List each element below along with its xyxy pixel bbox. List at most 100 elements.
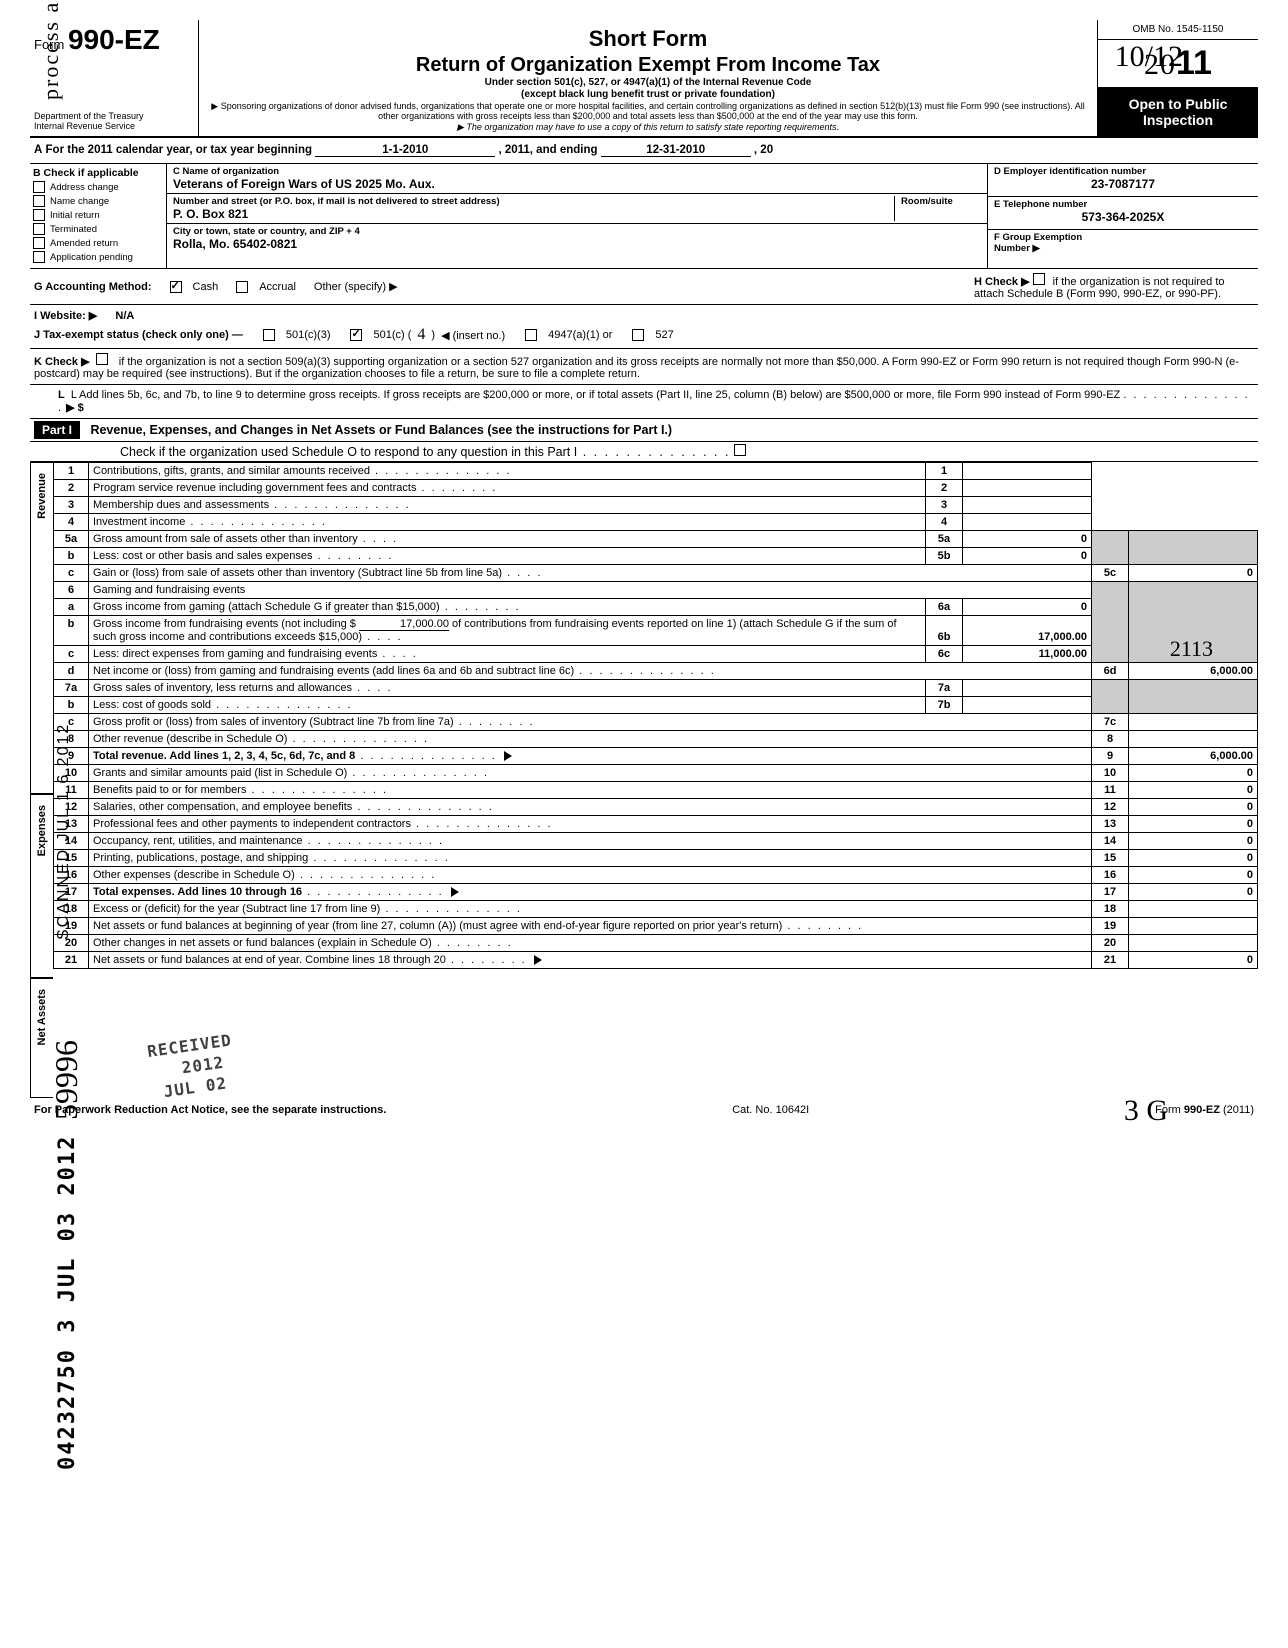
- line-11: 11Benefits paid to or for members110: [54, 782, 1258, 799]
- val-16[interactable]: 0: [1129, 867, 1258, 884]
- chk-k[interactable]: [96, 353, 108, 365]
- schedule-body: 1Contributions, gifts, grants, and simil…: [53, 462, 1258, 1098]
- line-8: 8Other revenue (describe in Schedule O)8: [54, 731, 1258, 748]
- line-6b: bGross income from fundraising events (n…: [54, 616, 1258, 646]
- phone-value[interactable]: 573-364-2025X: [994, 210, 1252, 224]
- val-6c[interactable]: 11,000.00: [963, 646, 1092, 663]
- line-20-desc: Other changes in net assets or fund bala…: [93, 937, 432, 949]
- row-a-begin[interactable]: 1-1-2010: [315, 144, 495, 157]
- footer-formno: Form 990-EZ (2011): [1155, 1104, 1254, 1116]
- i-label: I Website: ▶: [34, 309, 97, 322]
- dept-label: Department of the Treasury Internal Reve…: [34, 112, 194, 132]
- line-5b-desc: Less: cost or other basis and sales expe…: [93, 550, 313, 562]
- line-12: 12Salaries, other compensation, and empl…: [54, 799, 1258, 816]
- org-address[interactable]: P. O. Box 821: [173, 207, 888, 221]
- part1-check-row: Check if the organization used Schedule …: [30, 442, 1258, 462]
- chk-address-change[interactable]: Address change: [33, 181, 163, 193]
- 4947-label: 4947(a)(1) or: [548, 329, 612, 341]
- arrow-icon: [534, 955, 542, 965]
- chk-501c3[interactable]: [263, 329, 275, 341]
- line-6b-amt[interactable]: 17,000.00: [359, 618, 449, 631]
- val-6d[interactable]: 6,000.00: [1129, 663, 1258, 680]
- side-tabs: Revenue Expenses Net Assets: [30, 462, 53, 1098]
- chk-4947[interactable]: [525, 329, 537, 341]
- subtitle-except: (except black lung benefit trust or priv…: [209, 89, 1087, 101]
- val-5c[interactable]: 0: [1129, 565, 1258, 582]
- chk-label: Name change: [50, 196, 109, 207]
- line-6a-desc: Gross income from gaming (attach Schedul…: [93, 601, 440, 613]
- line-20: 20Other changes in net assets or fund ba…: [54, 935, 1258, 952]
- checkbox-icon[interactable]: [33, 195, 45, 207]
- website-value[interactable]: N/A: [115, 310, 134, 322]
- chk-h[interactable]: [1033, 273, 1045, 285]
- form-990ez-page: 10/12 process as Original SCANNED JUL 1 …: [30, 20, 1258, 1122]
- line-16-desc: Other expenses (describe in Schedule O): [93, 869, 295, 881]
- val-5b[interactable]: 0: [963, 548, 1092, 565]
- line-7c: cGross profit or (loss) from sales of in…: [54, 714, 1258, 731]
- org-name[interactable]: Veterans of Foreign Wars of US 2025 Mo. …: [173, 177, 981, 191]
- val-6a[interactable]: 0: [963, 599, 1092, 616]
- handwriting-bottom: 3 G: [1124, 1094, 1168, 1128]
- other-specify[interactable]: Other (specify) ▶: [314, 280, 398, 293]
- g-label: G Accounting Method:: [34, 281, 152, 293]
- k-label: K Check ▶: [34, 356, 90, 368]
- header-center: Short Form Return of Organization Exempt…: [199, 20, 1097, 136]
- row-a-end[interactable]: 12-31-2010: [601, 144, 751, 157]
- line-18-desc: Excess or (deficit) for the year (Subtra…: [93, 903, 380, 915]
- chk-527[interactable]: [632, 329, 644, 341]
- line-6-desc: Gaming and fundraising events: [93, 584, 245, 596]
- val-10[interactable]: 0: [1129, 765, 1258, 782]
- val-11[interactable]: 0: [1129, 782, 1258, 799]
- omb-number: OMB No. 1545-1150: [1098, 20, 1258, 40]
- chk-name-change[interactable]: Name change: [33, 195, 163, 207]
- dept-irs: Internal Revenue Service: [34, 121, 135, 131]
- j-label: J Tax-exempt status (check only one) —: [34, 329, 243, 341]
- row-g-accounting: G Accounting Method: Cash Accrual Other …: [30, 269, 1258, 305]
- ein-label: D Employer identification number: [994, 166, 1252, 177]
- line-9-desc: Total revenue. Add lines 1, 2, 3, 4, 5c,…: [93, 750, 355, 762]
- schedule-table: 1Contributions, gifts, grants, and simil…: [53, 462, 1258, 969]
- checkbox-icon[interactable]: [33, 223, 45, 235]
- checkbox-icon[interactable]: [33, 209, 45, 221]
- row-i-website: I Website: ▶ N/A: [30, 305, 1258, 322]
- val-21[interactable]: 0: [1129, 952, 1258, 969]
- chk-501c[interactable]: [350, 329, 362, 341]
- chk-amended[interactable]: Amended return: [33, 237, 163, 249]
- 527-label: 527: [655, 329, 673, 341]
- val-14[interactable]: 0: [1129, 833, 1258, 850]
- col-c-org: C Name of organization Veterans of Forei…: [167, 164, 987, 268]
- city-label: City or town, state or country, and ZIP …: [173, 226, 981, 237]
- chk-cash[interactable]: [170, 281, 182, 293]
- ein-value[interactable]: 23-7087177: [994, 177, 1252, 191]
- checkbox-icon[interactable]: [33, 237, 45, 249]
- group-exempt-handwritten: 2113: [1170, 636, 1213, 662]
- tab-revenue: Revenue: [30, 462, 53, 794]
- chk-terminated[interactable]: Terminated: [33, 223, 163, 235]
- chk-label: Initial return: [50, 210, 100, 221]
- val-15[interactable]: 0: [1129, 850, 1258, 867]
- val-12[interactable]: 0: [1129, 799, 1258, 816]
- line-14-desc: Occupancy, rent, utilities, and maintena…: [93, 835, 303, 847]
- val-13[interactable]: 0: [1129, 816, 1258, 833]
- checkbox-icon[interactable]: [33, 181, 45, 193]
- checkbox-icon[interactable]: [33, 251, 45, 263]
- chk-accrual[interactable]: [236, 281, 248, 293]
- line-3: 3Membership dues and assessments3: [54, 497, 1258, 514]
- chk-initial-return[interactable]: Initial return: [33, 209, 163, 221]
- val-5a[interactable]: 0: [963, 531, 1092, 548]
- val-9[interactable]: 6,000.00: [1129, 748, 1258, 765]
- line-4: 4Investment income4: [54, 514, 1258, 531]
- line-7c-desc: Gross profit or (loss) from sales of inv…: [93, 716, 454, 728]
- chk-application-pending[interactable]: Application pending: [33, 251, 163, 263]
- part1-header: Part I Revenue, Expenses, and Changes in…: [30, 419, 1258, 442]
- chk-schedule-o[interactable]: [734, 444, 746, 456]
- col-def: D Employer identification number 23-7087…: [987, 164, 1258, 268]
- line-1-desc: Contributions, gifts, grants, and simila…: [93, 465, 370, 477]
- val-17[interactable]: 0: [1129, 884, 1258, 901]
- dept-treasury: Department of the Treasury: [34, 111, 144, 121]
- val-6b[interactable]: 17,000.00: [963, 616, 1092, 646]
- addr-label: Number and street (or P.O. box, if mail …: [173, 196, 888, 207]
- row-k: K Check ▶ if the organization is not a s…: [30, 349, 1258, 385]
- line-10-desc: Grants and similar amounts paid (list in…: [93, 767, 347, 779]
- org-city[interactable]: Rolla, Mo. 65402-0821: [173, 237, 981, 251]
